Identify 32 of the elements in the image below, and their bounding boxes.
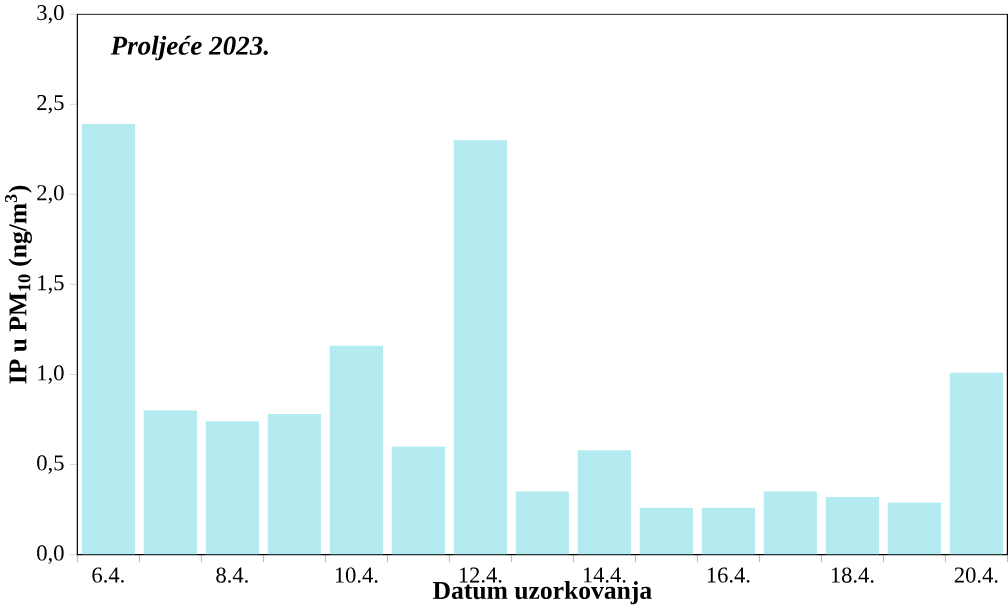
- y-tick-label: 1,0: [38, 365, 64, 384]
- bar: [825, 496, 880, 555]
- x-tick-label: 10.4.: [335, 567, 378, 583]
- y-tick-label: 3,0: [37, 4, 64, 24]
- text: Proljeće 2023.: [110, 35, 268, 61]
- bar: [639, 507, 694, 555]
- y-tick-label: 0,0: [37, 545, 64, 564]
- bar: [701, 507, 756, 555]
- y-axis-title: IP u PM$_{10}$ (ng/m$^{3}$): [5, 185, 32, 384]
- y-tick-label: 2,5: [37, 94, 64, 114]
- y-tick-label: 1,5: [38, 275, 64, 294]
- bar: [81, 123, 135, 555]
- bar: [391, 446, 446, 555]
- y-tick-label: 0,5: [37, 455, 64, 474]
- bar: [949, 372, 1004, 555]
- bar: [577, 450, 632, 555]
- bar: [329, 345, 384, 555]
- x-tick-label: 20.4.: [954, 567, 998, 583]
- x-tick-label: 12.4.: [459, 567, 502, 583]
- x-tick-label: 14.4.: [583, 567, 626, 583]
- bar: [205, 421, 260, 555]
- bar: [453, 140, 508, 555]
- y-tick-label: 2,0: [37, 184, 64, 204]
- x-tick-label: 18.4.: [831, 567, 874, 583]
- bar: [763, 491, 818, 555]
- x-tick-label: 16.4.: [707, 567, 750, 583]
- bar: [515, 491, 570, 555]
- bar: [887, 502, 942, 555]
- x-tick-label: 8.4.: [216, 567, 248, 583]
- bar: [267, 413, 322, 555]
- bar: [143, 410, 198, 555]
- x-tick-label: 6.4.: [92, 567, 124, 583]
